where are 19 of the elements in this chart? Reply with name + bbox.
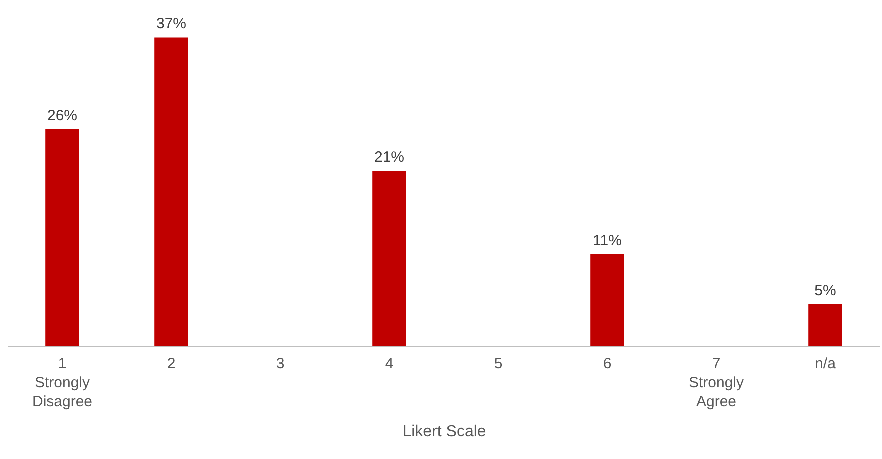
data-label: 11% [593,232,622,250]
data-label: 21% [374,149,405,166]
x-tick-label: 6 [603,356,612,372]
data-label: 37% [156,16,187,33]
bar [46,129,80,346]
x-tick-label: 7 Strongly Agree [688,356,745,410]
x-tick-label: 3 [276,356,285,372]
x-tick-label: n/a [815,356,837,372]
x-axis-title: Likert Scale [402,424,486,440]
bar [590,254,624,346]
x-tick-label: 4 [385,356,394,372]
bar [808,304,842,346]
bar [154,38,188,346]
data-label: 5% [814,282,836,300]
x-tick-label: 5 [494,356,503,372]
bar [372,171,406,346]
x-tick-label: 1 Strongly Disagree [32,356,93,410]
x-tick-label: 2 [167,356,176,372]
data-label: 26% [47,107,78,124]
